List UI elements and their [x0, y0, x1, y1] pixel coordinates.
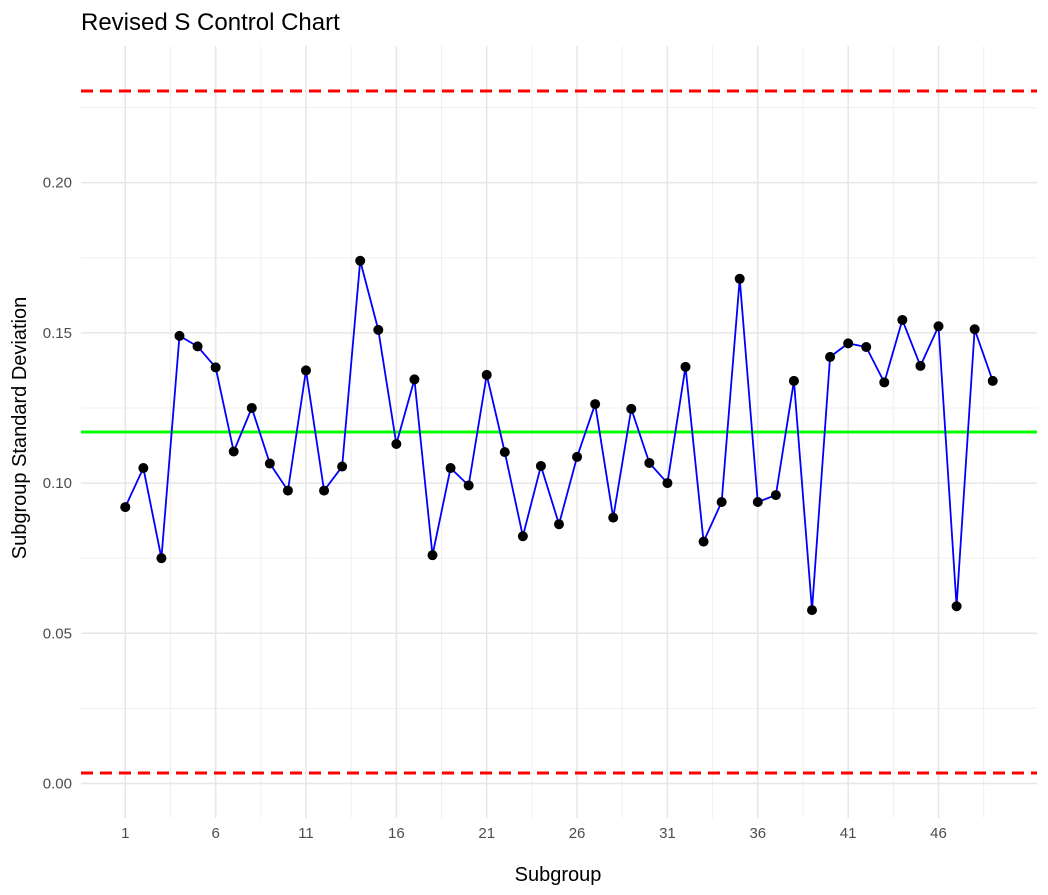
x-tick-label: 6: [211, 825, 219, 842]
data-point: [463, 480, 474, 491]
data-point: [915, 360, 926, 371]
data-point: [843, 338, 854, 349]
data-point: [300, 365, 311, 376]
data-point: [481, 369, 492, 380]
data-point: [897, 314, 908, 325]
data-point: [788, 375, 799, 386]
data-point: [807, 605, 818, 616]
data-point: [355, 255, 366, 266]
y-axis-title: Subgroup Standard Deviation: [9, 297, 31, 559]
x-tick-label: 31: [659, 825, 676, 842]
x-tick-label: 26: [569, 825, 586, 842]
data-point: [951, 601, 962, 612]
data-point: [879, 377, 890, 388]
y-tick-label: 0.10: [43, 475, 72, 492]
data-point: [156, 553, 167, 564]
x-tick-label: 21: [478, 825, 495, 842]
x-tick-label: 36: [749, 825, 766, 842]
data-point: [373, 324, 384, 335]
data-point: [337, 461, 348, 472]
data-point: [825, 351, 836, 362]
data-point: [590, 399, 601, 410]
x-tick-label: 11: [298, 825, 314, 842]
x-tick-label: 46: [930, 825, 947, 842]
y-tick-label: 0.05: [43, 625, 72, 642]
data-point: [969, 324, 980, 335]
data-point: [933, 321, 944, 332]
control-limit-lines: [81, 89, 1037, 775]
data-point: [608, 512, 619, 523]
data-point: [427, 550, 438, 561]
data-point: [264, 458, 275, 469]
data-point: [626, 403, 637, 414]
data-point: [319, 485, 330, 496]
data-point: [535, 460, 546, 471]
data-point: [391, 439, 402, 450]
data-point: [120, 502, 131, 513]
data-point: [572, 451, 583, 462]
x-tick-label: 1: [121, 825, 129, 842]
y-axis-tick-labels: 0.00 0.05 0.10 0.15 0.20: [43, 175, 72, 793]
data-point: [138, 463, 149, 474]
x-tick-label: 16: [388, 825, 405, 842]
data-point: [752, 496, 763, 507]
data-point: [770, 490, 781, 501]
data-point: [174, 330, 185, 341]
data-point: [409, 374, 420, 385]
y-tick-label: 0.15: [43, 325, 72, 342]
x-axis-tick-labels: 1 6 11 16 21 26 31 36 41 46: [121, 825, 947, 842]
data-point: [499, 447, 510, 458]
data-series: [120, 255, 998, 616]
data-point: [644, 457, 655, 468]
data-point: [210, 362, 221, 373]
data-point: [698, 536, 709, 547]
x-axis-title: Subgroup: [515, 864, 602, 886]
data-point: [228, 446, 239, 457]
data-point: [246, 402, 257, 413]
data-point: [716, 496, 727, 507]
data-point: [554, 519, 564, 530]
data-point: [517, 531, 528, 542]
data-point: [734, 273, 745, 284]
data-point: [192, 341, 203, 352]
x-tick-label: 41: [840, 825, 857, 842]
y-tick-label: 0.00: [43, 775, 72, 792]
data-point: [680, 361, 691, 372]
data-point: [987, 375, 998, 386]
data-point: [861, 341, 872, 352]
data-point: [445, 463, 456, 474]
data-point: [662, 478, 673, 489]
chart-title: Revised S Control Chart: [81, 9, 340, 36]
y-tick-label: 0.20: [43, 175, 72, 192]
data-point: [282, 485, 293, 496]
